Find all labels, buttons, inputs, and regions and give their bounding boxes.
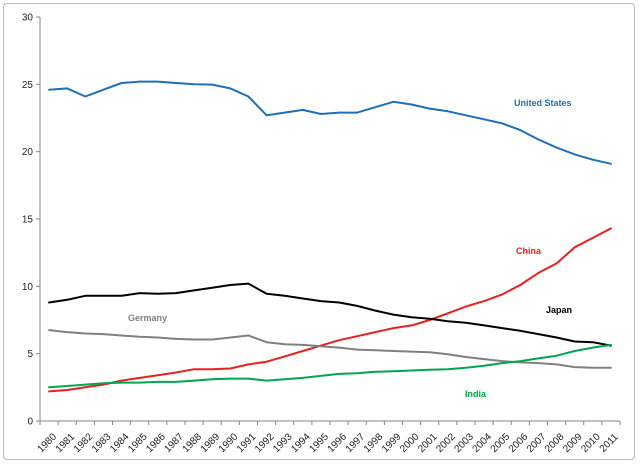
y-tick-label: 5 (27, 349, 33, 360)
series-line-china (48, 227, 612, 393)
x-tick-label: 1992 (253, 431, 277, 455)
x-tick-label: 1998 (362, 431, 386, 455)
x-tick-label: 1989 (199, 431, 223, 455)
x-tick-label: 1985 (126, 431, 150, 455)
x-tick-label: 1997 (344, 431, 368, 455)
x-tick-label: 2009 (561, 431, 585, 455)
x-tick-label: 1982 (72, 431, 96, 455)
x-tick-label: 1996 (326, 431, 350, 455)
y-axis-ticks: 0 5 10 15 20 25 30 (22, 13, 40, 428)
x-tick-label: 1983 (90, 431, 114, 455)
x-tick-label: 2001 (416, 431, 440, 455)
x-tick-label: 2011 (598, 431, 621, 454)
x-tick-label: 1986 (144, 431, 168, 455)
series-line-united-states (48, 80, 612, 165)
x-tick-label: 1994 (289, 431, 313, 455)
series-labels: United States China Japan Germany India (128, 98, 572, 399)
x-tick-label: 2006 (507, 431, 531, 455)
x-tick-label: 2005 (489, 431, 513, 455)
series-label-japan: Japan (546, 305, 572, 315)
x-tick-label: 1987 (162, 431, 186, 455)
series-label-germany: Germany (128, 313, 167, 323)
y-tick-label: 20 (22, 147, 34, 158)
series-line-india (48, 343, 612, 389)
x-tick-label: 2010 (579, 431, 603, 455)
y-tick-label: 10 (22, 282, 34, 293)
x-tick-label: 2003 (452, 431, 476, 455)
series-label-india: India (465, 389, 487, 399)
x-tick-label: 2000 (398, 431, 422, 455)
x-tick-label: 1991 (235, 431, 259, 455)
x-tick-label: 1999 (380, 431, 404, 455)
y-tick-label: 15 (22, 215, 34, 226)
y-tick-label: 0 (27, 417, 33, 428)
y-tick-label: 30 (22, 13, 34, 24)
x-axis-ticks: 1980198119821983198419851986198719881989… (36, 421, 621, 455)
series-line-japan (48, 282, 612, 347)
series-line-germany (48, 329, 612, 369)
x-tick-label: 1984 (108, 431, 132, 455)
x-tick-label: 1981 (54, 431, 78, 455)
x-tick-label: 1993 (271, 431, 295, 455)
x-tick-label: 2004 (471, 431, 495, 455)
x-tick-label: 1995 (307, 431, 331, 455)
axes (39, 17, 620, 422)
x-tick-label: 2007 (525, 431, 549, 455)
y-tick-label: 25 (22, 80, 34, 91)
x-tick-label: 2008 (543, 431, 567, 455)
series-lines (48, 80, 612, 393)
x-tick-label: 1988 (181, 431, 205, 455)
series-label-china: China (516, 246, 542, 256)
x-tick-label: 2002 (434, 431, 458, 455)
series-label-united-states: United States (514, 98, 572, 108)
x-tick-label: 1980 (36, 431, 60, 455)
x-tick-label: 1990 (217, 431, 241, 455)
